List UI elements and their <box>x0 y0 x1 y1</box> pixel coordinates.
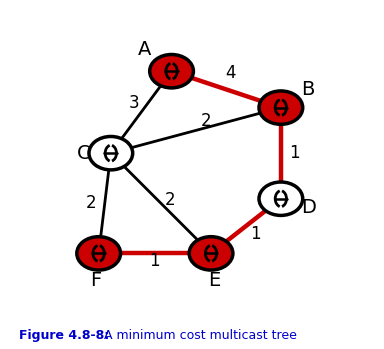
Text: 1: 1 <box>149 252 160 270</box>
Ellipse shape <box>189 237 233 270</box>
Text: A: A <box>137 40 151 59</box>
Text: E: E <box>208 271 220 290</box>
Text: 4: 4 <box>225 64 236 82</box>
Text: A minimum cost multicast tree: A minimum cost multicast tree <box>100 328 297 342</box>
Ellipse shape <box>259 182 303 215</box>
Text: 3: 3 <box>128 94 139 112</box>
Ellipse shape <box>77 237 121 270</box>
Text: 2: 2 <box>86 194 96 212</box>
Text: F: F <box>90 271 101 290</box>
Text: C: C <box>77 144 90 163</box>
Ellipse shape <box>89 136 133 170</box>
Text: 1: 1 <box>250 225 260 243</box>
Text: Figure 4.8-8:: Figure 4.8-8: <box>19 328 109 342</box>
Text: 2: 2 <box>201 112 212 130</box>
Text: D: D <box>301 198 316 217</box>
Ellipse shape <box>150 54 194 88</box>
Text: 2: 2 <box>165 191 175 209</box>
Text: 1: 1 <box>289 144 300 162</box>
Text: B: B <box>301 80 315 99</box>
Ellipse shape <box>259 91 303 124</box>
